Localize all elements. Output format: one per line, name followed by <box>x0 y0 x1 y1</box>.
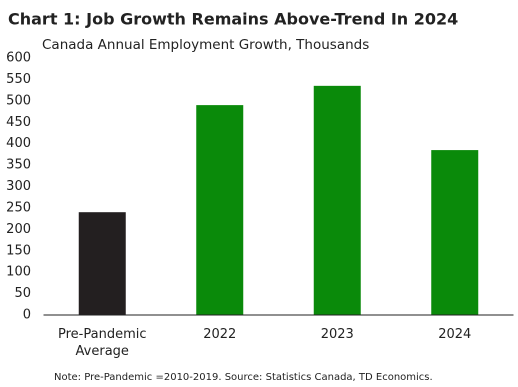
y-tick-label: 250 <box>6 200 31 215</box>
y-tick-label: 450 <box>6 115 31 130</box>
note: Note: Pre-Pandemic =2010-2019. Source: S… <box>54 372 433 383</box>
x-tick-label: 2022 <box>203 327 237 342</box>
y-tick-label: 50 <box>14 286 31 301</box>
y-tick-label: 550 <box>6 72 31 87</box>
x-tick-label: Pre-Pandemic Average <box>58 327 147 359</box>
x-tick-label: 2024 <box>438 327 472 342</box>
y-tick-label: 500 <box>6 93 31 108</box>
bar <box>431 150 479 315</box>
y-tick-label: 300 <box>6 179 31 194</box>
chart-subtitle: Canada Annual Employment Growth, Thousan… <box>42 37 369 53</box>
y-tick-label: 150 <box>6 243 31 258</box>
x-tick-label: 2023 <box>320 327 354 342</box>
y-tick-label: 350 <box>6 158 31 173</box>
bar <box>313 85 361 315</box>
chart-title: Chart 1: Job Growth Remains Above-Trend … <box>8 10 458 29</box>
y-tick-label: 100 <box>6 265 31 280</box>
y-tick-label: 0 <box>23 308 31 323</box>
bar <box>196 105 244 315</box>
y-tick-label: 400 <box>6 136 31 151</box>
y-tick-label: 600 <box>6 51 31 66</box>
y-tick-label: 200 <box>6 222 31 237</box>
bar <box>78 212 126 315</box>
